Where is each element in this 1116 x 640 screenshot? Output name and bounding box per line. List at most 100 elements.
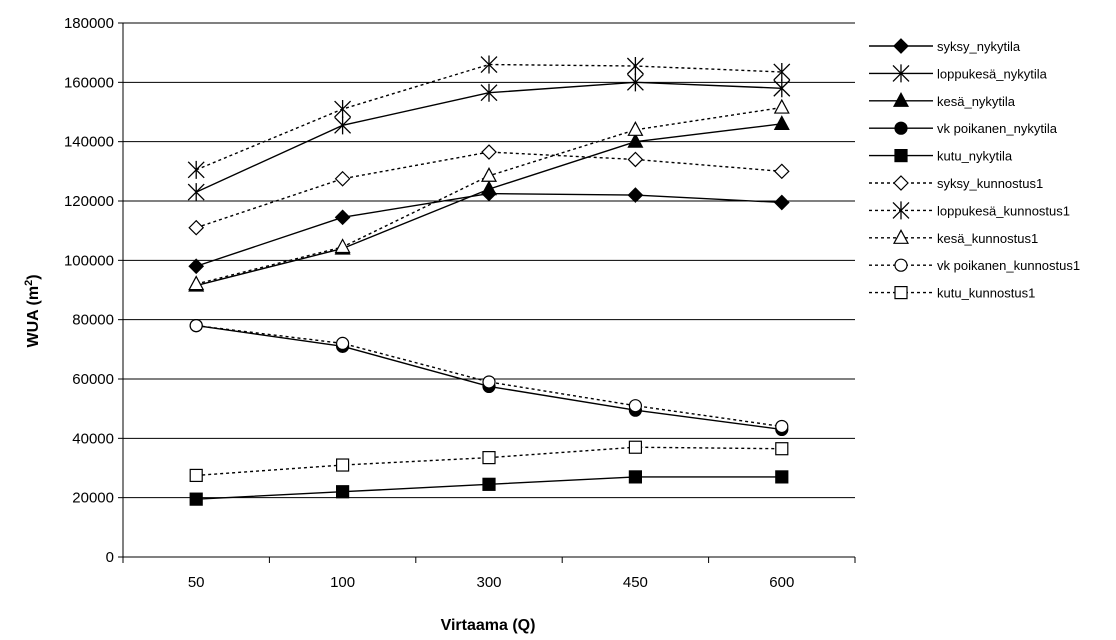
data-point [334, 238, 351, 254]
x-axis-title: Virtaama (Q) [441, 617, 536, 634]
series-group [189, 319, 789, 434]
data-point [628, 470, 643, 484]
data-point [627, 121, 644, 136]
legend-label: loppukesä_kunnostus1 [937, 203, 1070, 218]
data-point-stroke [626, 57, 644, 76]
series-group [189, 440, 789, 483]
y-tick-label: 160000 [64, 74, 114, 91]
data-point [189, 468, 203, 483]
data-point-stroke [892, 201, 910, 220]
data-point [775, 419, 789, 434]
legend-item: loppukesä_nykytila [869, 64, 1048, 83]
data-point-stroke [187, 183, 205, 202]
data-point [188, 258, 205, 275]
data-point [628, 440, 643, 454]
legend-label: kesä_nykytila [937, 94, 1016, 109]
data-point [773, 79, 791, 98]
data-point [773, 115, 790, 130]
data-point-stroke [334, 116, 352, 135]
data-point [480, 180, 498, 196]
data-point [892, 201, 910, 220]
legend-label: kutu_nykytila [937, 149, 1013, 164]
data-point-stroke [626, 73, 644, 92]
series-line [195, 63, 782, 171]
data-point-stroke [773, 62, 791, 81]
data-point [187, 183, 205, 202]
data-point [894, 149, 908, 163]
data-point [187, 160, 205, 179]
legend-label: vk poikanen_kunnostus1 [937, 258, 1080, 273]
series-line [196, 324, 782, 428]
legend-label: vk poikanen_nykytila [937, 121, 1058, 136]
series-line [195, 151, 782, 229]
legend-item: syksy_nykytila [869, 38, 1021, 54]
data-point [775, 442, 789, 456]
legend: syksy_nykytila loppukesä_nykytila kesä_nyk… [869, 38, 1080, 301]
series-group [188, 144, 790, 236]
data-point [482, 477, 496, 491]
x-tick-label: 100 [330, 574, 355, 591]
legend-label: syksy_kunnostus1 [937, 176, 1043, 191]
data-point [773, 98, 790, 114]
data-point [775, 470, 789, 484]
data-point [336, 458, 350, 472]
x-tick-label: 600 [769, 574, 794, 591]
data-point [334, 209, 351, 226]
data-point [628, 399, 643, 413]
data-point [334, 116, 352, 135]
y-tick-label: 20000 [72, 490, 114, 507]
legend-label: kutu_kunnostus1 [937, 286, 1035, 301]
data-point [894, 121, 908, 135]
data-point [894, 258, 908, 272]
y-tick-label: 140000 [64, 134, 114, 151]
y-tick-label: 0 [106, 549, 114, 566]
data-point [480, 83, 498, 102]
data-point [892, 92, 910, 107]
data-point [773, 163, 790, 180]
x-tick-label: 450 [623, 574, 648, 591]
data-point [188, 275, 205, 291]
data-point [334, 170, 351, 187]
data-point [894, 286, 908, 300]
data-point-stroke [334, 100, 352, 119]
legend-item: vk poikanen_kunnostus1 [869, 258, 1080, 273]
y-tick-label: 120000 [64, 193, 114, 210]
data-point-stroke [480, 55, 498, 74]
data-point [188, 219, 205, 236]
legend-label: kesä_kunnostus1 [937, 231, 1038, 246]
data-point [626, 73, 644, 92]
data-point-stroke [480, 83, 498, 102]
data-point [626, 57, 644, 76]
data-point [481, 144, 497, 160]
y-tick-label: 60000 [72, 371, 114, 388]
y-tick-label: 80000 [72, 312, 114, 329]
data-point-stroke [187, 160, 205, 179]
data-point [627, 132, 644, 148]
data-point [189, 492, 203, 506]
data-point [627, 151, 644, 168]
data-point [480, 167, 498, 182]
data-point [892, 64, 910, 83]
data-point [336, 485, 350, 499]
y-tick-label: 180000 [64, 15, 114, 32]
x-tick-label: 300 [476, 574, 501, 591]
legend-item: kesä_nykytila [869, 92, 1016, 109]
legend-item: vk poikanen_nykytila [869, 121, 1058, 136]
data-point [893, 38, 909, 54]
legend-item: kutu_nykytila [869, 149, 1013, 164]
series-group [187, 55, 791, 179]
data-point [480, 55, 498, 74]
data-point [627, 187, 644, 203]
data-point [773, 194, 790, 211]
data-point [482, 451, 496, 465]
y-tick-label: 40000 [72, 430, 114, 447]
y-axis-title-main: WUA (m [25, 286, 42, 348]
series-group [188, 98, 790, 291]
data-point [189, 319, 203, 333]
data-point [336, 336, 350, 350]
x-tick-label: 50 [188, 574, 205, 591]
y-axis-title-close: ) [25, 274, 42, 279]
series-group [187, 73, 791, 202]
y-axis-title-superscript: 2 [23, 280, 35, 286]
